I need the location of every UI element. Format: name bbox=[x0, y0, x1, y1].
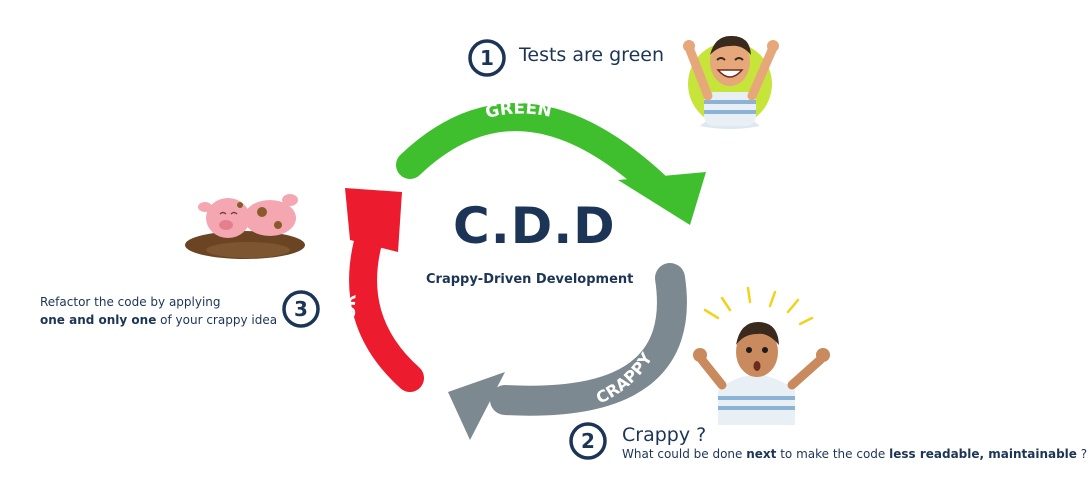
step-3-line-2: one and only one of your crappy idea bbox=[40, 313, 278, 327]
pig-in-mud-icon bbox=[185, 194, 305, 259]
step-3-line-1: Refactor the code by applying bbox=[40, 295, 221, 309]
diagram-subtitle: Crappy-Driven Development bbox=[426, 272, 634, 287]
step-1-number: 1 bbox=[480, 46, 494, 70]
surprised-avatar-icon bbox=[693, 286, 830, 425]
refactor-arrow: REFACTOR bbox=[341, 188, 424, 392]
step-2-description: What could be done next to make the code… bbox=[622, 447, 1088, 461]
step-3-description: Refactor the code by applying one and on… bbox=[40, 293, 277, 329]
step-2-title: Crappy ? bbox=[622, 424, 707, 446]
step-1-badge: 1 bbox=[468, 39, 506, 77]
step-2-number: 2 bbox=[581, 429, 595, 453]
green-arrow: GREEN bbox=[396, 98, 706, 225]
step-1-title: Tests are green bbox=[519, 44, 664, 66]
diagram-title: C.D.D bbox=[453, 197, 616, 255]
step-2-badge: 2 bbox=[569, 422, 607, 460]
step-3-badge: 3 bbox=[282, 290, 320, 328]
happy-avatar-icon bbox=[683, 35, 779, 129]
crappy-arrow: CRAPPY bbox=[448, 263, 687, 440]
step-3-number: 3 bbox=[294, 297, 308, 321]
